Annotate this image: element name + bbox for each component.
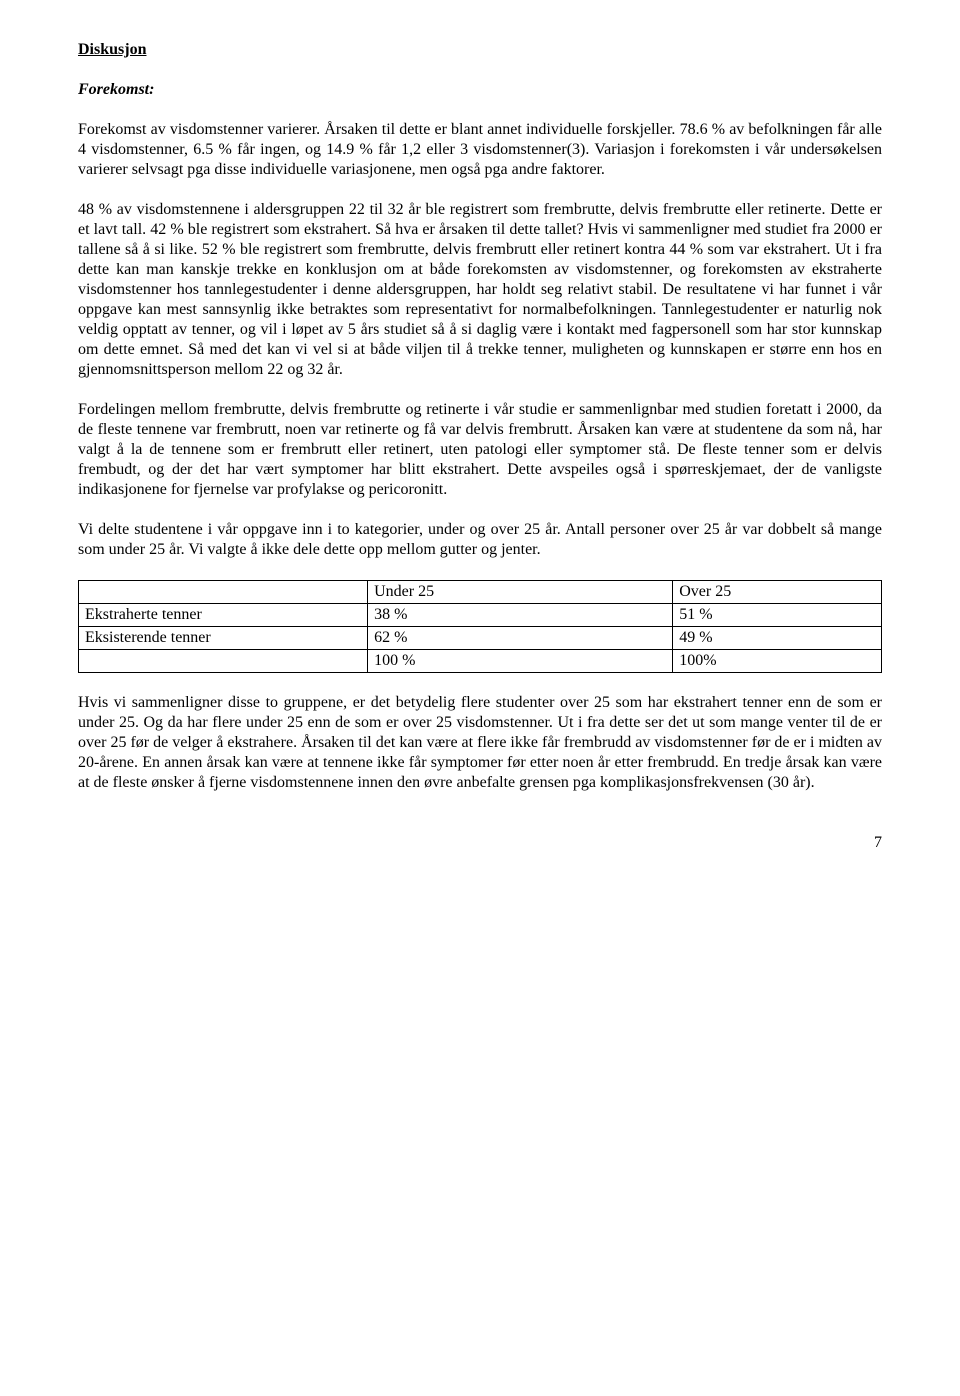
table-cell: Eksisterende tenner xyxy=(79,627,368,650)
paragraph-1: Forekomst av visdomstenner varierer. Års… xyxy=(78,120,882,180)
subsection-heading: Forekomst: xyxy=(78,80,882,100)
section-heading: Diskusjon xyxy=(78,40,882,60)
table-row: Eksisterende tenner 62 % 49 % xyxy=(79,627,882,650)
table-header-row: Under 25 Over 25 xyxy=(79,581,882,604)
table-cell: Ekstraherte tenner xyxy=(79,604,368,627)
table-cell: 38 % xyxy=(368,604,673,627)
paragraph-5: Hvis vi sammenligner disse to gruppene, … xyxy=(78,693,882,793)
table-cell: 62 % xyxy=(368,627,673,650)
table-cell: 51 % xyxy=(673,604,882,627)
paragraph-2: 48 % av visdomstennene i aldersgruppen 2… xyxy=(78,200,882,380)
paragraph-4: Vi delte studentene i vår oppgave inn i … xyxy=(78,520,882,560)
age-comparison-table: Under 25 Over 25 Ekstraherte tenner 38 %… xyxy=(78,580,882,673)
table-header-cell xyxy=(79,581,368,604)
table-row: 100 % 100% xyxy=(79,650,882,673)
table-cell xyxy=(79,650,368,673)
table-row: Ekstraherte tenner 38 % 51 % xyxy=(79,604,882,627)
table-cell: 100% xyxy=(673,650,882,673)
table-header-cell: Over 25 xyxy=(673,581,882,604)
table-cell: 49 % xyxy=(673,627,882,650)
table-header-cell: Under 25 xyxy=(368,581,673,604)
table-cell: 100 % xyxy=(368,650,673,673)
paragraph-3: Fordelingen mellom frembrutte, delvis fr… xyxy=(78,400,882,500)
page-number: 7 xyxy=(78,833,882,853)
